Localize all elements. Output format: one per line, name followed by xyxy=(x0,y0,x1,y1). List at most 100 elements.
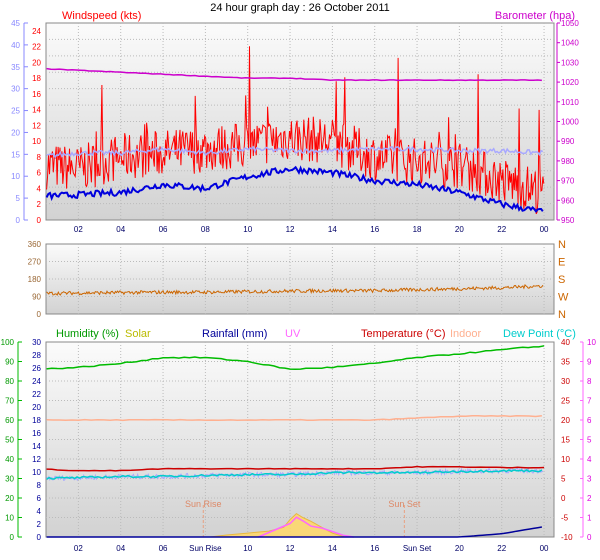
outer-left-tick-label: 15 xyxy=(11,150,20,159)
uv-tick-label: 7 xyxy=(587,397,592,406)
uv-tick-label: 0 xyxy=(587,533,592,542)
compass-tick-label: S xyxy=(558,274,565,286)
outer-left-tick-label: 30 xyxy=(11,85,20,94)
legend-entry: UV xyxy=(285,328,301,340)
humidity-tick-label: 70 xyxy=(5,397,14,406)
outer-left-tick-label: 10 xyxy=(11,172,20,181)
windspeed-axis-label: Windspeed (kts) xyxy=(62,10,141,22)
indoor-temp-series xyxy=(46,414,542,422)
baro-tick-label: 1040 xyxy=(561,39,579,48)
humidity-tick-label: 60 xyxy=(5,416,14,425)
temperature-tick-label: 25 xyxy=(561,397,570,406)
outer-left-tick-label: 40 xyxy=(11,41,20,50)
humidity-tick-label: 40 xyxy=(5,455,14,464)
uv-tick-label: 10 xyxy=(587,338,596,347)
rain-tick-label: 28 xyxy=(32,351,41,360)
outer-left-tick-label: 20 xyxy=(11,128,20,137)
humidity-tick-label: 100 xyxy=(1,338,15,347)
wind-tick-label: 4 xyxy=(37,184,42,193)
compass-tick-label: N xyxy=(558,239,566,251)
humidity-tick-label: 90 xyxy=(5,358,14,367)
baro-tick-label: 990 xyxy=(561,137,575,146)
wind-x-tick-label: 08 xyxy=(201,225,210,234)
temp-x-tick-label: 02 xyxy=(74,544,83,553)
wind-x-tick-label: 10 xyxy=(243,225,252,234)
compass-tick-label: W xyxy=(558,292,569,304)
wind-x-tick-label: 06 xyxy=(159,225,168,234)
direction-tick-label: 90 xyxy=(32,293,41,302)
direction-tick-label: 180 xyxy=(28,275,42,284)
humidity-tick-label: 80 xyxy=(5,377,14,386)
rainfall-series xyxy=(46,526,543,538)
uv-tick-label: 9 xyxy=(587,358,592,367)
compass-tick-label: E xyxy=(558,257,565,269)
chart-title: 24 hour graph day : 26 October 2011 xyxy=(210,2,390,14)
legend-entry: Humidity (%) xyxy=(56,328,119,340)
temperature-series xyxy=(46,465,545,472)
humidity-tick-label: 20 xyxy=(5,494,14,503)
outer-left-tick-label: 5 xyxy=(16,194,21,203)
wind-x-tick-label: 02 xyxy=(74,225,83,234)
uv-tick-label: 2 xyxy=(587,494,592,503)
solar-area xyxy=(209,512,346,538)
wind-tick-label: 6 xyxy=(37,169,42,178)
humidity-tick-label: 0 xyxy=(10,533,15,542)
temperature-tick-label: -10 xyxy=(561,533,573,542)
humidity-tick-label: 30 xyxy=(5,475,14,484)
wind-tick-label: 22 xyxy=(32,43,41,52)
humidity-tick-label: 10 xyxy=(5,514,14,523)
baro-tick-label: 1010 xyxy=(561,98,579,107)
baro-tick-label: 1020 xyxy=(561,78,579,87)
rain-tick-label: 18 xyxy=(32,416,41,425)
temperature-tick-label: 5 xyxy=(561,475,566,484)
wind-x-tick-label: 00 xyxy=(540,225,549,234)
rain-tick-label: 6 xyxy=(37,494,42,503)
rain-tick-label: 12 xyxy=(32,455,41,464)
legend-entry: Temperature (°C) xyxy=(361,328,445,340)
wind-x-tick-label: 20 xyxy=(455,225,464,234)
temp-x-tick-label: 20 xyxy=(455,544,464,553)
uv-tick-label: 5 xyxy=(587,436,592,445)
wind-tick-label: 0 xyxy=(37,216,42,225)
direction-tick-label: 0 xyxy=(37,310,42,319)
wind-tick-label: 20 xyxy=(32,58,41,67)
temperature-tick-label: -5 xyxy=(561,514,569,523)
temp-x-tick-label: 22 xyxy=(497,544,506,553)
baro-tick-label: 1050 xyxy=(561,19,579,28)
rain-tick-label: 30 xyxy=(32,338,41,347)
temp-x-tick-label: 10 xyxy=(243,544,252,553)
temperature-tick-label: 0 xyxy=(561,494,566,503)
wind-x-tick-label: 18 xyxy=(413,225,422,234)
temperature-tick-label: 20 xyxy=(561,416,570,425)
wind-x-tick-label: 12 xyxy=(286,225,295,234)
temp-x-tick-label: 04 xyxy=(116,544,125,553)
wind-tick-label: 16 xyxy=(32,90,41,99)
outer-left-tick-label: 0 xyxy=(16,216,21,225)
rain-tick-label: 10 xyxy=(32,468,41,477)
dew-point-series xyxy=(46,469,543,480)
uv-series xyxy=(258,516,354,538)
wind-average-series xyxy=(46,145,544,159)
baro-tick-label: 970 xyxy=(561,177,575,186)
wind-tick-label: 2 xyxy=(37,200,42,209)
humidity-tick-label: 50 xyxy=(5,436,14,445)
wind-mean-series xyxy=(45,165,544,214)
direction-plot-area xyxy=(45,243,555,315)
rain-tick-label: 16 xyxy=(32,429,41,438)
wind-tick-label: 8 xyxy=(37,153,42,162)
uv-tick-label: 4 xyxy=(587,455,592,464)
rain-tick-label: 8 xyxy=(37,481,42,490)
direction-tick-label: 360 xyxy=(28,240,42,249)
rain-tick-label: 4 xyxy=(37,507,42,516)
rain-tick-label: 26 xyxy=(32,364,41,373)
uv-tick-label: 8 xyxy=(587,377,592,386)
temperature-tick-label: 15 xyxy=(561,436,570,445)
temp-x-tick-label: 06 xyxy=(159,544,168,553)
outer-left-tick-label: 45 xyxy=(11,19,20,28)
temp-x-tick-label: Sun Rise xyxy=(189,544,222,553)
wind-x-tick-label: 22 xyxy=(497,225,506,234)
temperature-tick-label: 10 xyxy=(561,455,570,464)
wind-direction-series xyxy=(46,283,544,296)
sunrise-annotation: Sun Rise xyxy=(185,499,222,509)
